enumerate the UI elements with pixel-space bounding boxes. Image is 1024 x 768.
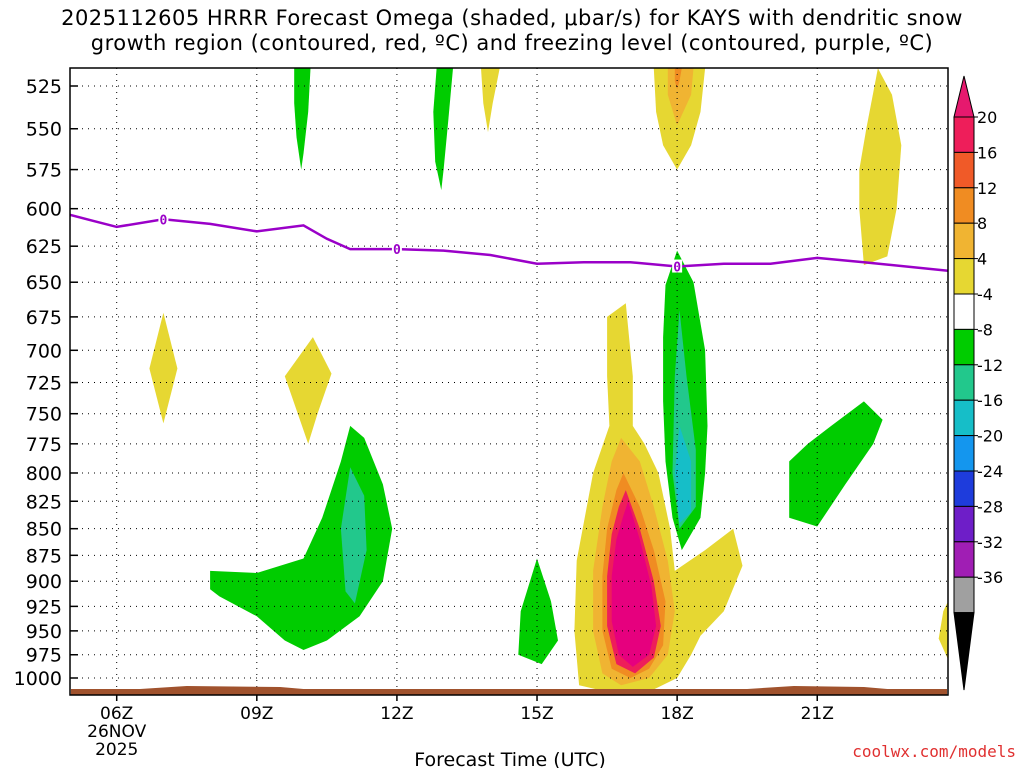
omega-region-green-low-10z: [210, 425, 393, 650]
y-tick-label-525: 525: [26, 76, 62, 98]
y-tick-label-850: 850: [26, 519, 62, 541]
colorbar-swatch: [953, 364, 975, 401]
colorbar-label: -12: [977, 356, 1003, 375]
y-tick-label-1000: 1000: [14, 668, 62, 690]
colorbar-swatch: [953, 435, 975, 472]
y-tick-label-800: 800: [26, 463, 62, 485]
y-tick-label-975: 975: [26, 645, 62, 667]
omega-region-green-low-15z: [518, 558, 558, 665]
x-tick-label-12Z: 12Z: [380, 704, 413, 724]
y-tick-label-775: 775: [26, 434, 62, 456]
omega-region-green-mid-21z: [789, 401, 883, 527]
colorbar-bottom-arrow: [953, 612, 975, 691]
omega-region-red-upper-18z: [674, 68, 682, 90]
omega-region-cyan-mid-18z: [674, 425, 692, 524]
colorbar-swatch: [953, 328, 975, 366]
colorbar-label: -24: [977, 462, 1003, 481]
colorbar-label: 16: [977, 143, 997, 162]
ground-strip: [71, 689, 947, 695]
freezing-level-label: 0: [159, 213, 167, 228]
y-tick-label-575: 575: [26, 160, 62, 182]
x-tick-label-09Z: 09Z: [240, 704, 273, 724]
chart-title-line2: growth region (contoured, red, ºC) and f…: [90, 31, 934, 55]
omega-region-teal-low-11z: [340, 467, 367, 604]
omega-region-green-upper-10z: [294, 68, 311, 170]
colorbar-label: -8: [977, 320, 993, 339]
colorbar-swatch: [953, 187, 975, 224]
y-tick-label-825: 825: [26, 491, 62, 513]
y-tick-label-700: 700: [26, 340, 62, 362]
omega-region-yellow-mid-10z: [284, 337, 332, 444]
dotted-gridlines: [70, 68, 948, 695]
y-tick-label-650: 650: [26, 272, 62, 294]
colorbar-label: 12: [977, 179, 997, 198]
y-tick-label-925: 925: [26, 596, 62, 618]
y-tick-label-675: 675: [26, 307, 62, 329]
omega-shaded-regions: [149, 68, 948, 692]
y-tick-label-900: 900: [26, 571, 62, 593]
colorbar-swatch: [953, 541, 975, 578]
freezing-label-bg: [158, 212, 169, 226]
colorbar-legend: 20 16 12 8 4 -4 -8 -12 -16 -20 -24 -28 -32 -36: [953, 75, 1003, 691]
colorbar-label: 8: [977, 214, 987, 233]
freezing-label-bg: [672, 259, 683, 273]
omega-region-yellow-upper-22z: [859, 68, 902, 266]
freezing-label-bg: [391, 242, 402, 256]
colorbar-label: 4: [977, 250, 987, 269]
y-tick-label-625: 625: [26, 236, 62, 258]
colorbar-swatch: [953, 576, 975, 614]
x-tick-label-06Z: 06Z: [100, 704, 133, 724]
freezing-level-label: 0: [393, 243, 401, 258]
y-tick-label-750: 750: [26, 404, 62, 426]
plot-frame: [69, 67, 949, 696]
colorbar-swatch: [953, 222, 975, 260]
omega-region-orange-upper-18z: [667, 68, 694, 126]
x-tick-label-18Z: 18Z: [660, 704, 693, 724]
freezing-level-line: [70, 213, 948, 273]
colorbar-label: -28: [977, 497, 1003, 516]
omega-region-green-upper-13z: [433, 68, 453, 191]
watermark-text: coolwx.com/models: [852, 742, 1016, 761]
chart-title-line1: 2025112605 HRRR Forecast Omega (shaded, …: [61, 6, 963, 30]
colorbar-swatch: [953, 470, 975, 507]
colorbar-label: -36: [977, 568, 1003, 587]
omega-region-yellow-low-23z: [938, 601, 948, 660]
freezing-level-contour: 0 0 0: [70, 212, 948, 276]
ground-bump-1: [140, 686, 304, 689]
freezing-level-label: 0: [673, 261, 681, 276]
colorbar-label: 20: [977, 108, 997, 127]
colorbar-label: -16: [977, 391, 1003, 410]
plot-border: [69, 67, 949, 696]
x-tick-label-15Z: 15Z: [520, 704, 553, 724]
y-tick-label-875: 875: [26, 545, 62, 567]
omega-region-magenta-low-17z: [611, 501, 657, 667]
x-year-label: 2025: [95, 740, 138, 760]
x-axis-title: Forecast Time (UTC): [414, 749, 605, 768]
x-date-label: 26NOV: [87, 722, 146, 742]
y-tick-label-600: 600: [26, 199, 62, 221]
y-axis-labels: 525 550 575 600 625 650 675 700 725 750 775 800 825 8…: [14, 76, 78, 690]
y-tick-label-550: 550: [26, 119, 62, 141]
omega-region-yellow-mid-07z: [149, 312, 178, 424]
colorbar-label: -4: [977, 285, 993, 304]
colorbar-top-arrow: [953, 75, 975, 118]
ground-layer: [71, 686, 947, 695]
y-tick-label-950: 950: [26, 621, 62, 643]
x-tick-label-21Z: 21Z: [801, 704, 834, 724]
colorbar-swatch: [953, 505, 975, 543]
colorbar-label: -20: [977, 427, 1003, 446]
colorbar-swatch: [953, 399, 975, 437]
colorbar-swatch: [953, 293, 975, 330]
colorbar-swatch: [953, 116, 975, 153]
ground-bump-2: [747, 686, 888, 689]
y-tick-label-725: 725: [26, 373, 62, 395]
colorbar-swatch: [953, 151, 975, 189]
colorbar-label: -32: [977, 533, 1003, 552]
colorbar-swatch: [953, 258, 975, 295]
omega-region-yellow-upper-14z: [481, 68, 500, 133]
